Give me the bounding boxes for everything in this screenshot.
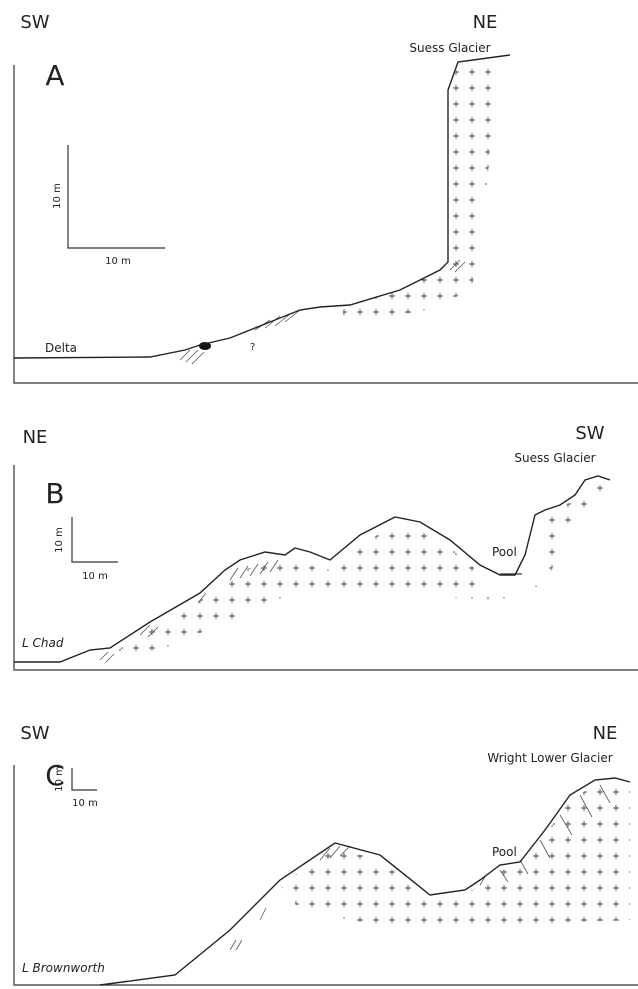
glacier-label: Suess Glacier — [514, 451, 595, 465]
frame — [13, 765, 638, 986]
panel-letter: A — [45, 59, 64, 92]
frame — [13, 65, 638, 384]
glacier-label: Wright Lower Glacier — [487, 751, 612, 765]
lake-label: L Chad — [22, 636, 64, 650]
panel-b: NE SW Suess Glacier B 10 m 10 m L Chad P… — [13, 423, 638, 671]
scale-vertical: 10 m — [52, 183, 63, 209]
scale-bar — [71, 517, 118, 563]
uncertain-mark: ? — [250, 342, 255, 353]
left-direction: SW — [20, 12, 49, 33]
right-direction: SW — [575, 423, 604, 444]
ice-core — [340, 58, 500, 322]
scale-horizontal: 10 m — [105, 256, 131, 267]
ice-core — [280, 785, 630, 930]
panel-letter: B — [45, 477, 64, 510]
glacier-label: Suess Glacier — [409, 41, 490, 55]
right-direction: NE — [593, 723, 618, 744]
panel-a: SW NE Suess Glacier A 10 m 10 m Delta ? — [13, 12, 638, 384]
scale-horizontal: 10 m — [82, 571, 108, 582]
panel-letter: C — [45, 759, 65, 792]
scale-bar — [71, 768, 97, 791]
ice-core — [110, 485, 605, 655]
left-direction: SW — [20, 723, 49, 744]
scale-horizontal: 10 m — [72, 798, 98, 809]
pool-label: Pool — [492, 545, 517, 559]
pool-label: Pool — [492, 845, 517, 859]
profile — [99, 777, 631, 986]
profile — [13, 54, 511, 359]
sediment-hatch — [179, 259, 466, 365]
frame — [13, 465, 638, 671]
scale-vertical: 10 m — [54, 766, 65, 792]
scale-bar — [67, 145, 165, 249]
lake-label: L Brownworth — [22, 961, 105, 975]
sediment-hatch — [229, 784, 611, 951]
profile — [14, 475, 611, 663]
right-direction: NE — [473, 12, 498, 33]
panel-c: SW NE Wright Lower Glacier C 10 m 10 m L… — [13, 723, 638, 986]
sediment-hatch — [99, 559, 279, 663]
left-direction: NE — [23, 427, 48, 448]
scale-vertical: 10 m — [54, 527, 65, 553]
lake-label: Delta — [45, 341, 77, 355]
